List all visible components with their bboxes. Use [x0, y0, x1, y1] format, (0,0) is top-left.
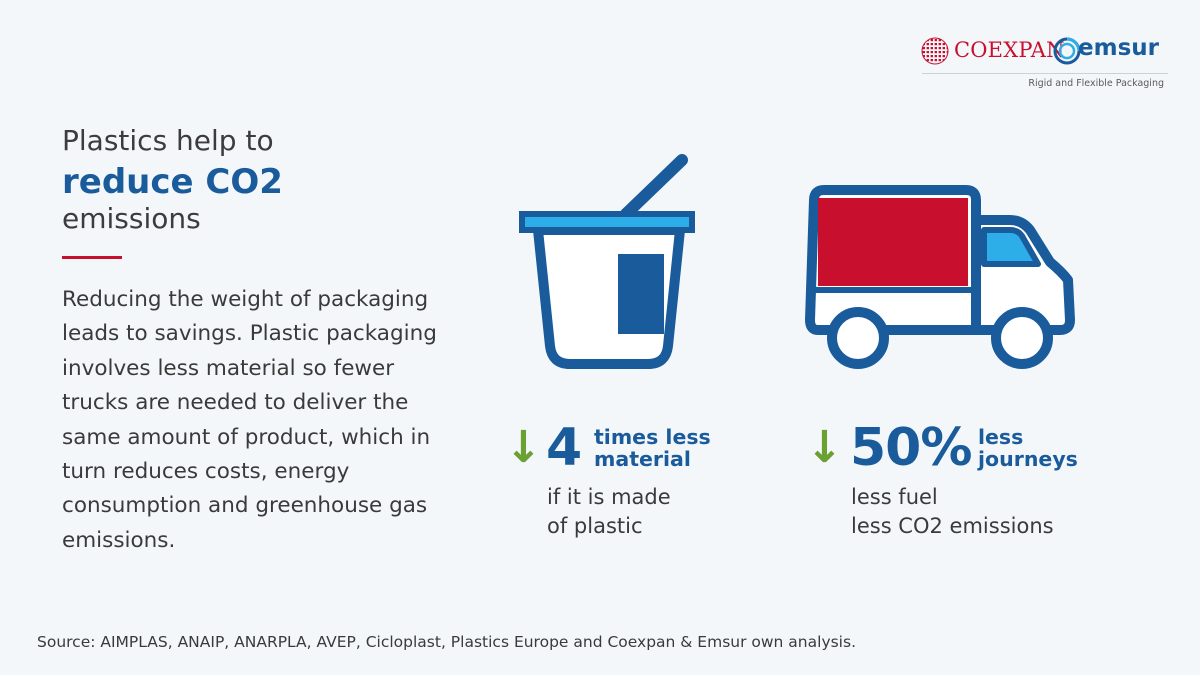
stat-label: times less	[594, 425, 711, 449]
down-arrow-icon: ↓	[806, 422, 843, 473]
emsur-wordmark: emsur	[1078, 35, 1159, 61]
stat-note: less CO2 emissions	[851, 514, 1054, 538]
truck-icon	[805, 185, 1075, 369]
body-paragraph: Reducing the weight of packaging leads t…	[62, 287, 437, 553]
stat-label: material	[594, 447, 691, 471]
emsur-swirl-icon	[1053, 37, 1081, 65]
stat-note: less fuel	[851, 485, 938, 509]
stat-note: of plastic	[547, 514, 643, 538]
stat-value: 4	[546, 418, 582, 478]
source-footnote: Source: AIMPLAS, ANAIP, ANARPLA, AVEP, C…	[37, 633, 856, 651]
heading-highlight: reduce CO2	[62, 162, 283, 202]
stat-label: journeys	[978, 447, 1078, 471]
stat-note: if it is made	[547, 485, 671, 509]
heading-line-1: Plastics help to	[62, 124, 274, 157]
coexpan-wordmark: COEXPAN	[954, 38, 1065, 62]
stat-value: 50%	[850, 418, 972, 478]
brand-logo: COEXPAN emsur Rigid and Flexible Packagi…	[918, 32, 1168, 92]
stat-label: less	[978, 425, 1024, 449]
heading-underline	[62, 256, 122, 259]
down-arrow-icon: ↓	[505, 422, 542, 473]
logo-divider	[922, 73, 1168, 74]
logo-tagline: Rigid and Flexible Packaging	[1028, 78, 1164, 89]
heading-line-3: emissions	[62, 202, 201, 235]
yogurt-cup-icon	[519, 154, 695, 369]
coexpan-globe-icon	[921, 37, 949, 65]
